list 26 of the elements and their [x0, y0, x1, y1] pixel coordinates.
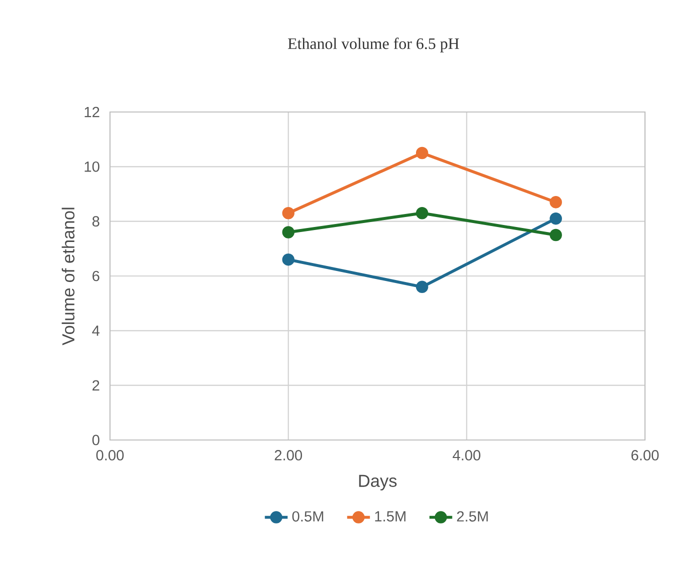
x-axis-title: Days — [359, 474, 397, 490]
x-tick-label: 4.00 — [452, 450, 480, 460]
y-tick-label: 0 — [92, 434, 100, 446]
y-axis-title: Volume of ethanol — [62, 208, 74, 346]
point — [550, 228, 562, 242]
y-tick-label: 2 — [92, 380, 100, 390]
y-tick-label: 8 — [92, 216, 100, 227]
y-tick-label: 10 — [84, 161, 100, 172]
chart-title: Ethanol volume for 6.5 pH — [288, 38, 460, 52]
point — [282, 253, 294, 266]
x-tick-label: 0.00 — [96, 450, 124, 460]
y-tick-label: 4 — [92, 326, 100, 336]
x-tick-label: 6.00 — [631, 450, 659, 460]
point — [416, 206, 428, 220]
y-tick-label: 12 — [84, 106, 100, 118]
legend-label: 2.5M — [457, 511, 488, 522]
point — [282, 206, 294, 220]
point — [550, 212, 562, 225]
y-tick-label: 6 — [92, 270, 100, 282]
point — [416, 146, 428, 160]
legend-label: 1.5M — [375, 511, 406, 522]
point — [550, 196, 562, 208]
x-tick-label: 2.00 — [274, 450, 302, 460]
point — [282, 226, 294, 238]
legend-label: 0.5M — [292, 511, 324, 522]
point — [416, 280, 428, 294]
